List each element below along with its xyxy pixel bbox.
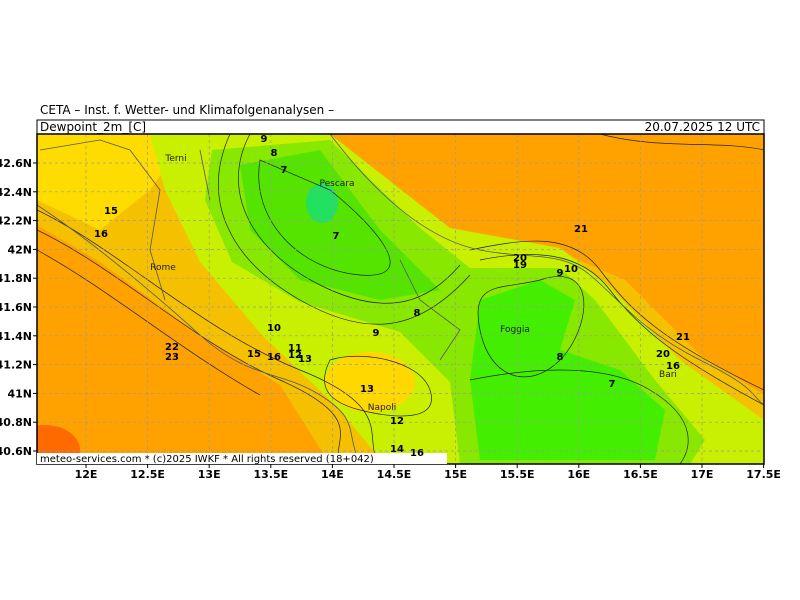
contour-label: 20 xyxy=(656,349,670,360)
footer: meteo-services.com * (c)2025 IWKF * All … xyxy=(40,454,374,465)
lon-label: 14E xyxy=(321,468,344,481)
lon-label: 12.5E xyxy=(130,468,165,481)
contour-label: 16 xyxy=(666,361,680,372)
contour-label: 22 xyxy=(165,342,179,353)
variable-label: Dewpoint_2m_[C] xyxy=(40,120,146,134)
lon-label: 16E xyxy=(567,468,590,481)
institute-title: CETA – Inst. f. Wetter- und Klimafolgena… xyxy=(40,103,334,117)
footer-bg xyxy=(37,453,447,464)
lat-label: 42.6N xyxy=(0,157,32,170)
place-label: Napoli xyxy=(368,403,396,413)
contour-label: 10 xyxy=(267,323,281,334)
lat-label: 42.4N xyxy=(0,186,32,199)
contour-label: 8 xyxy=(271,148,278,159)
contour-label: 12 xyxy=(288,350,302,361)
lat-label: 41N xyxy=(7,387,32,400)
lat-label: 42N xyxy=(7,243,32,256)
contour-label: 13 xyxy=(298,354,312,365)
lat-label: 40.8N xyxy=(0,416,32,429)
contour-label: 15 xyxy=(247,349,261,360)
place-label: Rome xyxy=(150,263,176,273)
lat-label: 40.6N xyxy=(0,445,32,458)
contour-label: 9 xyxy=(373,328,380,339)
contour-label: 10 xyxy=(564,264,578,275)
contour-label: 13 xyxy=(360,384,374,395)
contour-label: 16 xyxy=(94,229,108,240)
lon-label: 17E xyxy=(691,468,714,481)
lon-label: 13E xyxy=(198,468,221,481)
contour-label: 8 xyxy=(557,352,564,363)
lon-label: 13.5E xyxy=(253,468,288,481)
contour-label: 11 xyxy=(288,343,302,354)
place-label: Terni xyxy=(164,154,186,164)
lat-label: 41.8N xyxy=(0,272,32,285)
lon-label: 12E xyxy=(75,468,98,481)
lat-label: 41.4N xyxy=(0,330,32,343)
place-label: Pescara xyxy=(319,179,354,189)
contour-label: 16 xyxy=(267,352,281,363)
contour-label: 21 xyxy=(574,224,588,235)
lon-label: 16.5E xyxy=(623,468,658,481)
contour-label: 23 xyxy=(165,352,179,363)
contour-label: 7 xyxy=(609,379,616,390)
lon-label: 14.5E xyxy=(377,468,412,481)
contour-label: 7 xyxy=(333,231,340,242)
contour-label: 9 xyxy=(557,268,564,279)
contour-label: 14 xyxy=(390,444,404,455)
lon-label: 15.5E xyxy=(500,468,535,481)
place-label: Foggia xyxy=(500,325,530,335)
contour-label: 8 xyxy=(414,308,421,319)
contour-label: 21 xyxy=(676,332,690,343)
contour-label: 16 xyxy=(410,448,424,459)
lat-label: 41.6N xyxy=(0,301,32,314)
lat-label: 42.2N xyxy=(0,215,32,228)
lon-label: 15E xyxy=(444,468,467,481)
contour-label: 19 xyxy=(513,260,527,271)
place-label: Bari xyxy=(659,370,677,380)
lon-label: 17.5E xyxy=(746,468,781,481)
contour-label: 20 xyxy=(513,253,527,264)
dewpoint-field xyxy=(37,134,764,464)
lat-label: 41.2N xyxy=(0,359,32,372)
contour-label: 12 xyxy=(390,416,404,427)
contour-label: 15 xyxy=(104,206,118,217)
contour-label: 7 xyxy=(281,165,288,176)
contour-label: 9 xyxy=(261,134,268,145)
valid-time: 20.07.2025 12 UTC xyxy=(645,120,760,134)
